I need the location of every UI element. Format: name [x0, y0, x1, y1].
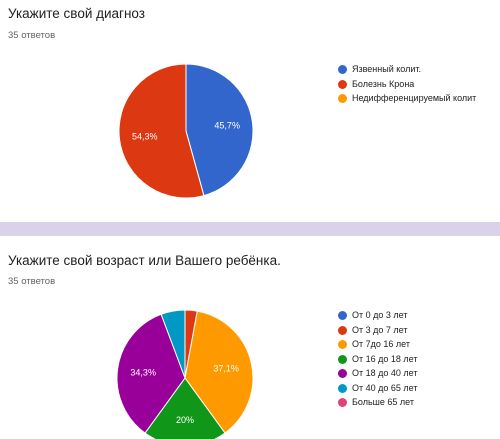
- legend-label: Недифференцируемый колит: [352, 93, 477, 103]
- legend-swatch-icon: [338, 325, 347, 335]
- legend-item: Язвенный колит.: [338, 62, 476, 77]
- pie-slice-от-7до-16-лет: [184, 310, 254, 434]
- pie-slice-от-18-до-40-лет: [116, 313, 186, 434]
- legend-swatch-icon: [338, 65, 347, 74]
- question-title: Укажите свой возраст или Вашего ребёнка.: [8, 253, 281, 268]
- legend-swatch-icon: [338, 311, 347, 320]
- legend-swatch-icon: [338, 94, 347, 103]
- question-title: Укажите свой диагноз: [8, 6, 145, 21]
- legend-swatch-icon: [338, 369, 347, 378]
- legend-item: Болезнь Крона: [338, 77, 476, 92]
- response-count: 35 ответов: [8, 30, 56, 41]
- legend-item: От 7до 16 лет: [338, 337, 417, 352]
- slice-value-label: 45,7%: [214, 120, 240, 130]
- legend-label: Болезнь Крона: [352, 78, 415, 89]
- legend-label: От 7до 16 лет: [352, 339, 410, 349]
- response-count: 35 ответов: [8, 276, 56, 287]
- question-card-age: Укажите свой возраст или Вашего ребёнка.…: [0, 236, 500, 439]
- legend-swatch-icon: [338, 354, 347, 364]
- legend-swatch-icon: [338, 79, 347, 89]
- legend-label: От 3 до 7 лет: [352, 324, 408, 335]
- legend-item: Недифференцируемый колит: [338, 91, 476, 106]
- legend-item: От 3 до 7 лет: [338, 323, 417, 338]
- legend-label: Язвенный колит.: [352, 64, 421, 74]
- section-separator: [0, 222, 500, 236]
- slice-value-label: 20%: [176, 415, 194, 425]
- legend-item: От 16 до 18 лет: [338, 352, 417, 367]
- legend-label: От 40 до 65 лет: [352, 382, 418, 393]
- chart-legend: Язвенный колит. Болезнь Крона Недифференци…: [338, 62, 476, 106]
- pie-slice-от-40-до-65-лет: [160, 309, 186, 379]
- pie-chart-diagnosis: 45,7% 54,3%: [118, 63, 254, 199]
- legend-label: Больше 65 лет: [352, 397, 414, 407]
- chart-legend: От 0 до 3 лет От 3 до 7 лет От 7до 16 лет О…: [338, 308, 417, 410]
- slice-value-label: 54,3%: [132, 132, 158, 142]
- legend-item: От 0 до 3 лет: [338, 308, 417, 323]
- legend-swatch-icon: [338, 383, 347, 393]
- pie-slice-язвенный-колит: [185, 63, 254, 197]
- pie-slice-от-16-до-18-лет: [144, 377, 226, 439]
- legend-label: От 0 до 3 лет: [352, 310, 408, 320]
- pie-slice-болезнь-крона: [118, 63, 205, 199]
- legend-label: От 18 до 40 лет: [352, 368, 418, 378]
- legend-item: Больше 65 лет: [338, 395, 417, 410]
- legend-swatch-icon: [338, 340, 347, 349]
- question-card-diagnosis: Укажите свой диагноз 35 ответов 45,7% 54,…: [8, 6, 477, 199]
- legend-label: От 16 до 18 лет: [352, 353, 418, 364]
- legend-item: От 18 до 40 лет: [338, 366, 417, 381]
- legend-swatch-icon: [338, 398, 347, 407]
- slice-value-label: 34,3%: [130, 367, 156, 377]
- pie-chart-age: 37,1% 20% 34,3%: [116, 309, 254, 439]
- legend-item: От 40 до 65 лет: [338, 381, 417, 396]
- slice-value-label: 37,1%: [213, 364, 239, 374]
